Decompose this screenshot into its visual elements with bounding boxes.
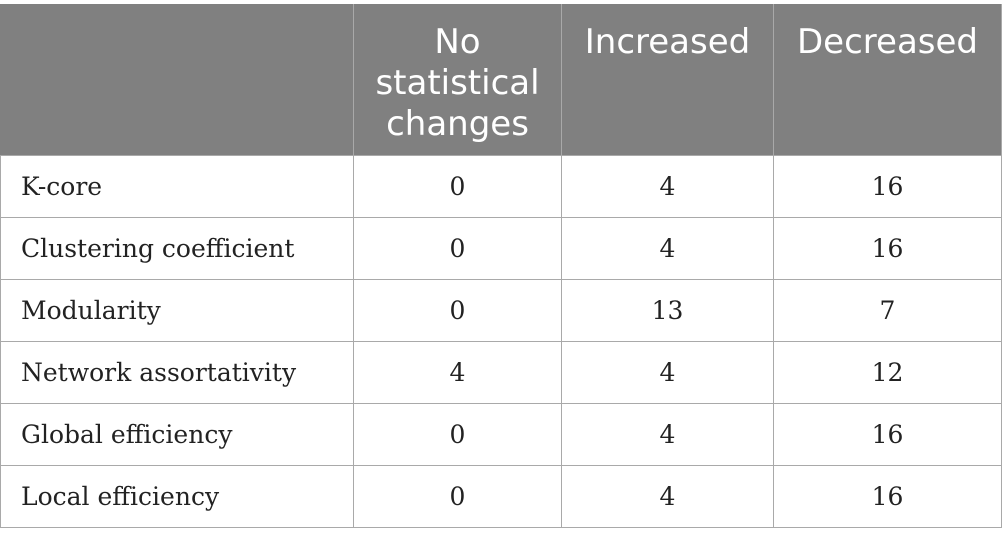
header-cell-decreased: Decreased (773, 4, 1002, 156)
header-row: No statistical changes Increased Decreas… (0, 4, 1002, 156)
header-cell-no-statistical-changes: No statistical changes (353, 4, 562, 156)
table-row: K-core 0 4 16 (0, 154, 1002, 218)
table-row: Network assortativity 4 4 12 (0, 340, 1002, 404)
cell-increased: 13 (561, 278, 774, 342)
results-table-container: No statistical changes Increased Decreas… (0, 4, 1002, 528)
cell-decreased: 12 (773, 340, 1002, 404)
row-label: Clustering coefficient (0, 216, 354, 280)
table-header: No statistical changes Increased Decreas… (0, 4, 1002, 156)
row-label: Global efficiency (0, 402, 354, 466)
table-row: Modularity 0 13 7 (0, 278, 1002, 342)
cell-no-change: 0 (353, 154, 562, 218)
table-body: K-core 0 4 16 Clustering coefficient 0 4… (0, 154, 1002, 528)
row-label: Local efficiency (0, 464, 354, 528)
cell-decreased: 7 (773, 278, 1002, 342)
cell-decreased: 16 (773, 402, 1002, 466)
cell-decreased: 16 (773, 154, 1002, 218)
header-cell-increased: Increased (561, 4, 774, 156)
cell-increased: 4 (561, 464, 774, 528)
cell-increased: 4 (561, 340, 774, 404)
row-label: Network assortativity (0, 340, 354, 404)
table-row: Local efficiency 0 4 16 (0, 464, 1002, 528)
cell-no-change: 0 (353, 278, 562, 342)
results-table: No statistical changes Increased Decreas… (0, 4, 1002, 528)
cell-decreased: 16 (773, 216, 1002, 280)
row-label: K-core (0, 154, 354, 218)
cell-no-change: 0 (353, 402, 562, 466)
cell-increased: 4 (561, 402, 774, 466)
table-row: Global efficiency 0 4 16 (0, 402, 1002, 466)
cell-no-change: 4 (353, 340, 562, 404)
cell-decreased: 16 (773, 464, 1002, 528)
cell-no-change: 0 (353, 216, 562, 280)
header-cell-metric (0, 4, 354, 156)
row-label: Modularity (0, 278, 354, 342)
cell-increased: 4 (561, 154, 774, 218)
cell-no-change: 0 (353, 464, 562, 528)
table-row: Clustering coefficient 0 4 16 (0, 216, 1002, 280)
cell-increased: 4 (561, 216, 774, 280)
